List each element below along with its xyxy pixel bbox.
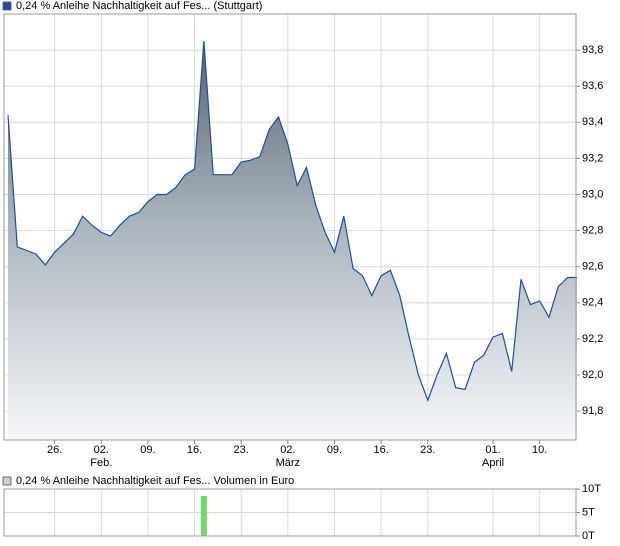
y-tick-label: 91,8 bbox=[582, 405, 603, 417]
y-tick-label: 5T bbox=[582, 506, 595, 518]
y-tick-label: 93,4 bbox=[582, 116, 603, 128]
x-tick-label: 01. bbox=[485, 444, 500, 456]
y-tick-label: 92,2 bbox=[582, 333, 603, 345]
y-tick-label: 0T bbox=[582, 530, 595, 542]
y-tick-label: 93,6 bbox=[582, 80, 603, 92]
plot-border bbox=[3, 488, 577, 537]
x-tick-label: 16. bbox=[187, 444, 202, 456]
y-tick-label: 92,4 bbox=[582, 297, 603, 309]
x-tick-label: 16. bbox=[373, 444, 388, 456]
x-tick-label: 09. bbox=[140, 444, 155, 456]
price-line bbox=[7, 41, 577, 403]
month-label: März bbox=[276, 457, 300, 469]
y-tick-label: 92,0 bbox=[582, 369, 603, 381]
legend-swatch bbox=[2, 1, 12, 11]
x-tick-label: 09. bbox=[327, 444, 342, 456]
x-tick-label: 26. bbox=[47, 444, 62, 456]
legend-label: 0,24 % Anleihe Nachhaltigkeit auf Fes...… bbox=[16, 0, 262, 12]
area bbox=[8, 41, 577, 440]
legend-swatch bbox=[2, 476, 12, 486]
y-tick-label: 93,8 bbox=[582, 44, 603, 56]
legend-label: 0,24 % Anleihe Nachhaltigkeit auf Fes...… bbox=[16, 475, 294, 487]
month-label: April bbox=[482, 457, 504, 469]
x-tick-label: 23. bbox=[234, 444, 249, 456]
y-tick-label: 92,8 bbox=[582, 225, 603, 237]
x-tick-label: 23. bbox=[420, 444, 435, 456]
x-tick-label: 10. bbox=[532, 444, 547, 456]
y-tick-label: 93,2 bbox=[582, 152, 603, 164]
month-label: Feb. bbox=[90, 457, 112, 469]
y-tick-label: 93,0 bbox=[582, 188, 603, 200]
x-tick-label: 02. bbox=[280, 444, 295, 456]
y-tick-label: 92,6 bbox=[582, 261, 603, 273]
volume-bar bbox=[200, 496, 207, 536]
y-tick-label: 10T bbox=[582, 483, 601, 495]
plot-border bbox=[3, 13, 577, 441]
x-tick-label: 02. bbox=[94, 444, 109, 456]
